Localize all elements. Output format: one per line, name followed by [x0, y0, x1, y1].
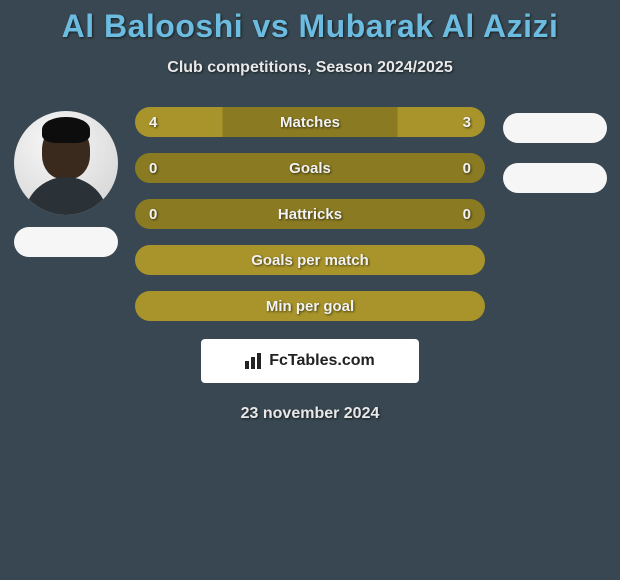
content-row: 4Matches30Goals00Hattricks0Goals per mat… — [0, 107, 620, 321]
stat-right-value: 0 — [431, 206, 471, 223]
stat-bar: 0Goals0 — [135, 153, 485, 183]
stat-bar: Min per goal — [135, 291, 485, 321]
player-left-avatar — [14, 111, 118, 215]
date-text: 23 november 2024 — [0, 405, 620, 423]
stat-label: Goals — [189, 160, 431, 177]
stat-label: Hattricks — [189, 206, 431, 223]
page-title: Al Balooshi vs Mubarak Al Azizi — [0, 8, 620, 45]
chart-icon — [245, 353, 261, 369]
stat-right-value: 3 — [431, 114, 471, 131]
player-right-column — [497, 111, 612, 193]
player-left-column — [8, 107, 123, 257]
stat-bar: 0Hattricks0 — [135, 199, 485, 229]
player-left-flag — [14, 227, 118, 257]
comparison-card: Al Balooshi vs Mubarak Al Azizi Club com… — [0, 0, 620, 423]
footer-brand-box: FcTables.com — [201, 339, 419, 383]
page-subtitle: Club competitions, Season 2024/2025 — [0, 59, 620, 77]
stat-bar: 4Matches3 — [135, 107, 485, 137]
stat-label: Goals per match — [189, 252, 431, 269]
stat-bar: Goals per match — [135, 245, 485, 275]
footer-brand-text: FcTables.com — [269, 352, 375, 370]
stat-left-value: 4 — [149, 114, 189, 131]
stat-label: Matches — [189, 114, 431, 131]
stats-column: 4Matches30Goals00Hattricks0Goals per mat… — [123, 107, 497, 321]
stat-right-value: 0 — [431, 160, 471, 177]
stat-left-value: 0 — [149, 160, 189, 177]
player-right-flag-1 — [503, 113, 607, 143]
player-right-flag-2 — [503, 163, 607, 193]
stat-label: Min per goal — [189, 298, 431, 315]
stat-left-value: 0 — [149, 206, 189, 223]
avatar-shoulders — [24, 177, 108, 215]
